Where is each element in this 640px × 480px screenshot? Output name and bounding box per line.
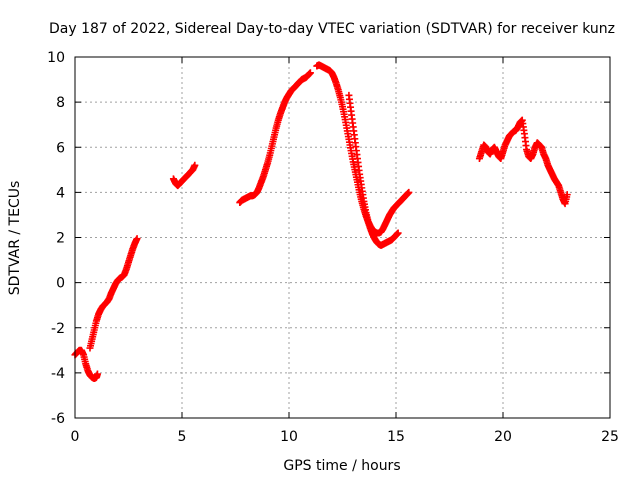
series-segment-7 [475, 116, 571, 208]
x-axis-label: GPS time / hours [283, 458, 400, 474]
x-tick-label: 25 [601, 429, 619, 445]
y-tick-label: 10 [47, 50, 65, 66]
grid [75, 57, 610, 418]
series-segment-2 [86, 235, 141, 352]
y-tick-label: 8 [56, 95, 65, 111]
plot-area [71, 61, 571, 383]
x-tick-label: 0 [71, 429, 80, 445]
y-tick-label: -6 [51, 411, 65, 427]
y-tick-label: 0 [56, 276, 65, 292]
data-point [394, 229, 402, 237]
plot-frame [74, 56, 611, 419]
series-segment-1 [71, 346, 101, 383]
y-tick-label: -4 [51, 366, 65, 382]
data-point [133, 235, 141, 243]
series-segment-5 [313, 61, 413, 237]
y-tick-label: 6 [56, 140, 65, 156]
series-segment-6 [345, 91, 402, 249]
data-point [405, 188, 413, 196]
y-axis-label: SDTVAR / TECUs [7, 181, 23, 296]
data-point [93, 370, 101, 378]
x-tick-label: 5 [178, 429, 187, 445]
y-tick-label: 2 [56, 231, 65, 247]
y-tick-label: -2 [51, 321, 65, 337]
x-tick-label: 15 [387, 429, 405, 445]
y-tick-label: 4 [56, 185, 65, 201]
data-point [306, 69, 314, 77]
x-tick-label: 10 [280, 429, 298, 445]
x-tick-label: 20 [494, 429, 512, 445]
chart-title: Day 187 of 2022, Sidereal Day-to-day VTE… [49, 21, 615, 37]
series-segment-4 [236, 69, 314, 207]
series-segment-3 [169, 161, 199, 190]
data-point [563, 191, 571, 199]
tick-labels: 0 5 10 15 20 25 -6 -4 -2 0 2 4 6 8 10 [47, 50, 619, 445]
data-point [191, 161, 199, 169]
